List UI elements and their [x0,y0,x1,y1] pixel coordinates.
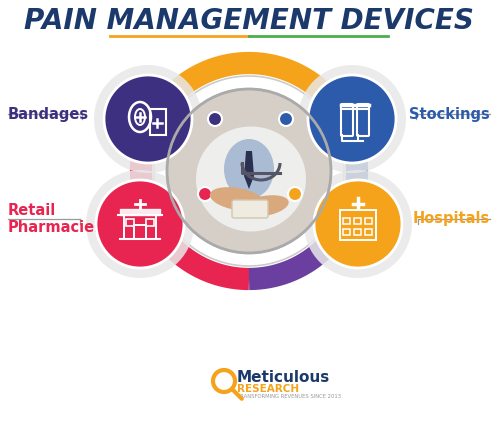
Text: TRANSFORMING REVENUES SINCE 2013: TRANSFORMING REVENUES SINCE 2013 [237,395,341,399]
Bar [354,229,361,235]
Bar [354,218,361,224]
Circle shape [298,65,406,173]
Bar [365,218,372,224]
Text: Meticulous: Meticulous [237,371,330,386]
Bar [365,229,372,235]
Text: Hospitals: Hospitals [413,211,490,227]
Polygon shape [244,151,254,189]
Circle shape [94,65,202,173]
Circle shape [288,187,302,201]
Ellipse shape [224,139,274,199]
FancyBboxPatch shape [232,200,268,218]
Circle shape [96,180,184,268]
Bar [340,210,376,240]
Bar [124,215,156,239]
Bar [134,225,146,239]
Circle shape [104,75,192,163]
Text: RESEARCH: RESEARCH [237,384,299,394]
Bar [146,219,154,226]
Bar [343,229,350,235]
Bar [150,109,166,135]
Circle shape [198,187,212,201]
Bar [126,219,134,226]
Text: Bandages: Bandages [8,106,89,121]
Circle shape [304,170,412,278]
Text: Retail
Pharmacies: Retail Pharmacies [8,203,104,235]
Circle shape [308,75,396,163]
Circle shape [86,170,194,278]
Ellipse shape [240,195,289,217]
Text: PAIN MANAGEMENT DEVICES: PAIN MANAGEMENT DEVICES [24,7,474,35]
Text: Stockings: Stockings [409,106,490,121]
Circle shape [208,112,222,126]
Circle shape [314,180,402,268]
Ellipse shape [210,187,264,211]
Ellipse shape [196,127,306,232]
Circle shape [279,112,293,126]
Bar [343,218,350,224]
Circle shape [167,89,331,253]
